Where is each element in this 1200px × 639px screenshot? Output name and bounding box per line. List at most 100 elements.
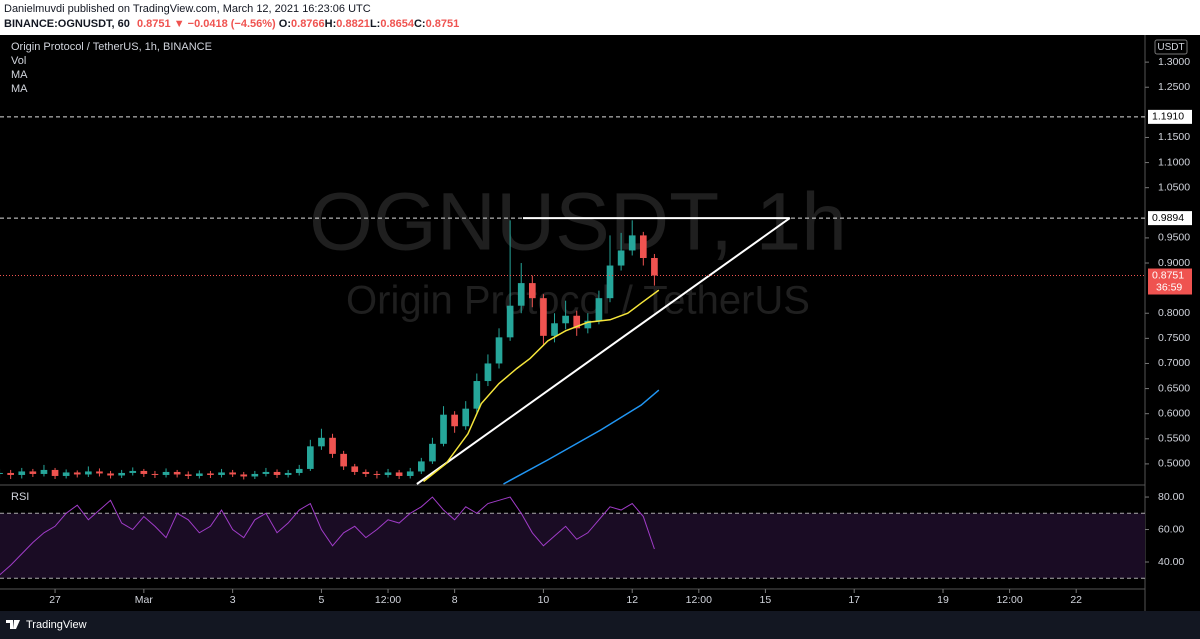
header: Danielmuvdi published on TradingView.com… — [0, 0, 1200, 34]
change: −0.0418 (−4.56%) — [187, 18, 276, 30]
y-tick-label: 1.1500 — [1158, 131, 1190, 143]
triangle-line — [416, 217, 791, 485]
candle-body — [551, 323, 558, 336]
symbol-line: BINANCE:OGNUSDT, 60 0.8751 ▼ −0.0418 (−4… — [4, 18, 459, 30]
candle-body — [606, 265, 614, 299]
candle-body — [395, 472, 403, 476]
ohlc-value: 0.8821 — [336, 18, 370, 30]
candle-body — [562, 315, 569, 324]
ohlc-label: O: — [278, 18, 292, 30]
candle-body — [40, 469, 48, 474]
candle-body — [517, 283, 525, 306]
candle-body — [528, 283, 536, 299]
level-label-box — [1148, 211, 1192, 226]
legend: Origin Protocol / TetherUS, 1h, BINANCE V… — [11, 41, 212, 95]
candle-body — [340, 453, 347, 467]
x-tick-label: 12:00 — [375, 594, 401, 606]
candle-body — [207, 473, 214, 475]
watermark: OGNUSDT, 1h Origin Protocol / TetherUS — [309, 177, 847, 323]
y-tick-label: 1.0500 — [1158, 181, 1190, 193]
candle-body — [107, 473, 114, 476]
legend-entry: MA — [11, 83, 28, 95]
ohlc-value: 0.8654 — [380, 18, 414, 30]
candle-body — [162, 471, 170, 475]
ohlc-label: H: — [324, 18, 337, 30]
x-tick-label: 3 — [230, 594, 236, 606]
last-price-box — [1148, 268, 1192, 295]
price-pane — [0, 116, 1145, 485]
x-tick-label: 22 — [1070, 594, 1082, 606]
ohlc-label: L: — [369, 18, 381, 30]
y-tick-label: 0.9000 — [1158, 257, 1190, 269]
candle-body — [196, 473, 203, 476]
candle-body — [218, 472, 225, 475]
x-tick-label: Mar — [135, 594, 154, 606]
level-label-box — [1148, 109, 1192, 124]
legend-entry: Origin Protocol / TetherUS, 1h, BINANCE — [11, 41, 212, 53]
watermark-name: Origin Protocol / TetherUS — [346, 279, 810, 323]
ohlc-value: 0.8751 — [425, 18, 460, 30]
y-tick-label: 0.7500 — [1158, 332, 1190, 344]
symbol: BINANCE:OGNUSDT, 60 — [4, 18, 130, 30]
candle-body — [73, 472, 81, 475]
candle-body — [295, 468, 303, 473]
candle-body — [351, 466, 359, 472]
candle-body — [307, 446, 314, 469]
candle-body — [495, 337, 503, 364]
candle-body — [417, 461, 425, 472]
candle-body — [173, 471, 181, 475]
candle-body — [262, 471, 270, 474]
candle-body — [429, 443, 436, 462]
candle-body — [29, 471, 37, 474]
y-tick-label: 0.9500 — [1158, 232, 1190, 244]
tv-logo — [6, 620, 20, 629]
x-tick-label: 10 — [538, 594, 550, 606]
rsi-pane: RSI — [0, 491, 1145, 579]
candle-body — [151, 473, 159, 475]
x-tick-label: 8 — [452, 594, 458, 606]
x-tick-label: 17 — [848, 594, 860, 606]
candle-body — [51, 469, 59, 476]
candle-body — [406, 471, 414, 476]
published-line: Danielmuvdi published on TradingView.com… — [4, 3, 371, 15]
footer-brand: TradingView — [26, 619, 87, 631]
y-tick-label: 1.3000 — [1158, 56, 1190, 68]
y-tick-label: 60.00 — [1158, 523, 1184, 535]
candle-body — [96, 471, 103, 474]
y-tick-label: 0.6000 — [1158, 407, 1190, 419]
pane-title: RSI — [11, 491, 29, 503]
candle-body — [240, 474, 248, 477]
y-tick-label: 0.5000 — [1158, 458, 1190, 470]
candle-body — [462, 408, 470, 427]
candle-body — [85, 471, 92, 475]
candle-body — [484, 363, 492, 382]
candle-body — [18, 471, 26, 475]
candle-body — [251, 473, 259, 477]
y-tick-label: 80.00 — [1158, 491, 1184, 503]
candle-body — [384, 472, 392, 475]
candle-body — [440, 414, 447, 444]
candle-body — [7, 472, 14, 475]
y-tick-label: 1.2500 — [1158, 81, 1190, 93]
candle-body — [118, 472, 125, 476]
ohlc-label: C: — [413, 18, 426, 30]
candle-body — [129, 470, 137, 473]
level-label: 0.9894 — [1152, 212, 1184, 224]
ohlc: O:0.8766H:0.8821L:0.8654C:0.8751 — [279, 18, 459, 30]
logo-icon — [6, 620, 20, 629]
y-tick-label: 0.6500 — [1158, 382, 1190, 394]
x-tick-label: 12 — [626, 594, 638, 606]
footer-bg — [0, 611, 1200, 639]
rsi-line — [0, 496, 655, 576]
candle-body — [617, 250, 625, 266]
candle-body — [229, 472, 236, 475]
legend-entry: Vol — [11, 55, 26, 67]
y-tick-label: 40.00 — [1158, 556, 1184, 568]
candle-body — [451, 414, 458, 427]
rsi-band — [0, 513, 1145, 579]
moving-average — [423, 289, 660, 483]
y-tick-label: 1.1000 — [1158, 156, 1190, 168]
watermark-symbol: OGNUSDT, 1h — [309, 177, 847, 268]
x-tick-label: 19 — [937, 594, 949, 606]
